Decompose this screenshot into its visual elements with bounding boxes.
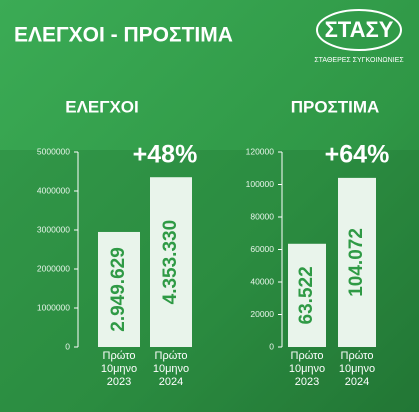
x-tick-label: 2023 — [295, 376, 319, 388]
y-tick-label: 100000 — [246, 179, 275, 189]
x-tick-label: Πρώτο — [103, 350, 136, 362]
x-tick-label: 2023 — [107, 376, 131, 388]
x-tick-label: Πρώτο — [341, 350, 374, 362]
logo-ring — [316, 9, 402, 51]
x-tick-label: 10μηνο — [153, 363, 189, 375]
y-tick-label: 0 — [269, 341, 274, 351]
x-tick-label: 10μηνο — [289, 363, 325, 375]
logo-mark: ΣΤΑΣΥ — [325, 17, 394, 42]
value-label: 104.072 — [346, 228, 367, 297]
logo-text: ΣΤΑΘΕΡΕΣ ΣΥΓΚΟΙΝΩΝΙΕΣ — [314, 57, 404, 64]
y-tick-label: 60000 — [250, 244, 274, 254]
bar — [338, 177, 376, 347]
value-label: 63.522 — [296, 266, 317, 324]
x-tick-label: 2024 — [345, 376, 369, 388]
page-title: ΕΛΕΓΧΟΙ - ΠΡΟΣΤΙΜΑ — [14, 24, 233, 47]
x-tick-label: 10μηνο — [101, 363, 137, 375]
y-tick-label: 40000 — [250, 276, 274, 286]
value-label: 4.353.330 — [160, 220, 181, 305]
x-tick-label: Πρώτο — [155, 350, 188, 362]
annotation: +64% — [325, 141, 390, 169]
bar — [150, 177, 192, 347]
value-label: 2.949.629 — [108, 247, 129, 332]
y-tick-label: 1000000 — [37, 302, 70, 312]
y-tick-label: 2000000 — [37, 263, 70, 273]
annotation: +48% — [133, 141, 198, 169]
bar — [288, 243, 326, 347]
x-tick-label: Πρώτο — [291, 350, 324, 362]
bar — [98, 231, 140, 347]
x-tick-label: 10μηνο — [339, 363, 375, 375]
y-tick-label: 80000 — [250, 211, 274, 221]
y-tick-label: 20000 — [250, 309, 274, 319]
chart-title: ΠΡΟΣΤΙΜΑ — [291, 97, 380, 116]
y-tick-label: 4000000 — [37, 185, 70, 195]
y-tick-label: 5000000 — [37, 146, 70, 156]
x-tick-label: 2024 — [159, 376, 183, 388]
y-tick-label: 3000000 — [37, 224, 70, 234]
chart-title: ΕΛΕΓΧΟΙ — [65, 97, 139, 116]
y-tick-label: 0 — [65, 341, 70, 351]
y-tick-label: 120000 — [246, 146, 275, 156]
